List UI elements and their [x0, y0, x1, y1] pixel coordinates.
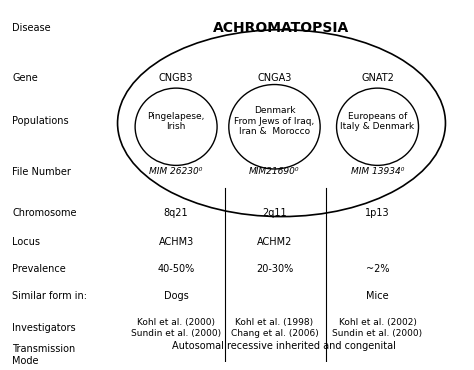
Text: 40-50%: 40-50% — [157, 264, 195, 274]
Text: Dogs: Dogs — [164, 291, 189, 301]
Text: Kohl et al. (2000)
Sundin et al. (2000): Kohl et al. (2000) Sundin et al. (2000) — [131, 318, 221, 338]
Text: 8q21: 8q21 — [164, 208, 188, 218]
Text: CNGA3: CNGA3 — [257, 73, 292, 83]
Text: MIM21690⁰: MIM21690⁰ — [249, 167, 300, 176]
Text: 20-30%: 20-30% — [256, 264, 293, 274]
Text: Mice: Mice — [366, 291, 389, 301]
Text: Denmark
From Jews of Iraq,
Iran &  Morocco: Denmark From Jews of Iraq, Iran & Morocc… — [234, 107, 315, 136]
Text: Europeans of
Italy & Denmark: Europeans of Italy & Denmark — [340, 112, 415, 131]
Text: Similar form in:: Similar form in: — [12, 291, 87, 301]
Text: Kohl et al. (1998)
Chang et al. (2006): Kohl et al. (1998) Chang et al. (2006) — [230, 318, 319, 338]
Text: MIM 26230⁰: MIM 26230⁰ — [149, 167, 203, 176]
Text: Investigators: Investigators — [12, 323, 76, 333]
Text: Disease: Disease — [12, 23, 51, 33]
Text: Populations: Populations — [12, 116, 69, 127]
Text: Gene: Gene — [12, 73, 38, 83]
Text: Transmission
Mode: Transmission Mode — [12, 344, 75, 366]
Text: Kohl et al. (2002)
Sundin et al. (2000): Kohl et al. (2002) Sundin et al. (2000) — [332, 318, 423, 338]
Text: ACHROMATOPSIA: ACHROMATOPSIA — [213, 21, 350, 35]
Text: 2q11: 2q11 — [262, 208, 287, 218]
Text: MIM 13934⁰: MIM 13934⁰ — [351, 167, 404, 176]
Text: 1p13: 1p13 — [365, 208, 390, 218]
Text: File Number: File Number — [12, 166, 71, 176]
Text: ~2%: ~2% — [366, 264, 389, 274]
Text: Locus: Locus — [12, 237, 40, 247]
Text: CNGB3: CNGB3 — [159, 73, 193, 83]
Text: Autosomal recessive inherited and congenital: Autosomal recessive inherited and congen… — [172, 341, 396, 351]
Text: Chromosome: Chromosome — [12, 208, 77, 218]
Text: GNAT2: GNAT2 — [361, 73, 394, 83]
Text: Pingelapese,
Irish: Pingelapese, Irish — [147, 112, 205, 131]
Text: ACHM2: ACHM2 — [257, 237, 292, 247]
Text: ACHM3: ACHM3 — [158, 237, 194, 247]
Text: Prevalence: Prevalence — [12, 264, 66, 274]
